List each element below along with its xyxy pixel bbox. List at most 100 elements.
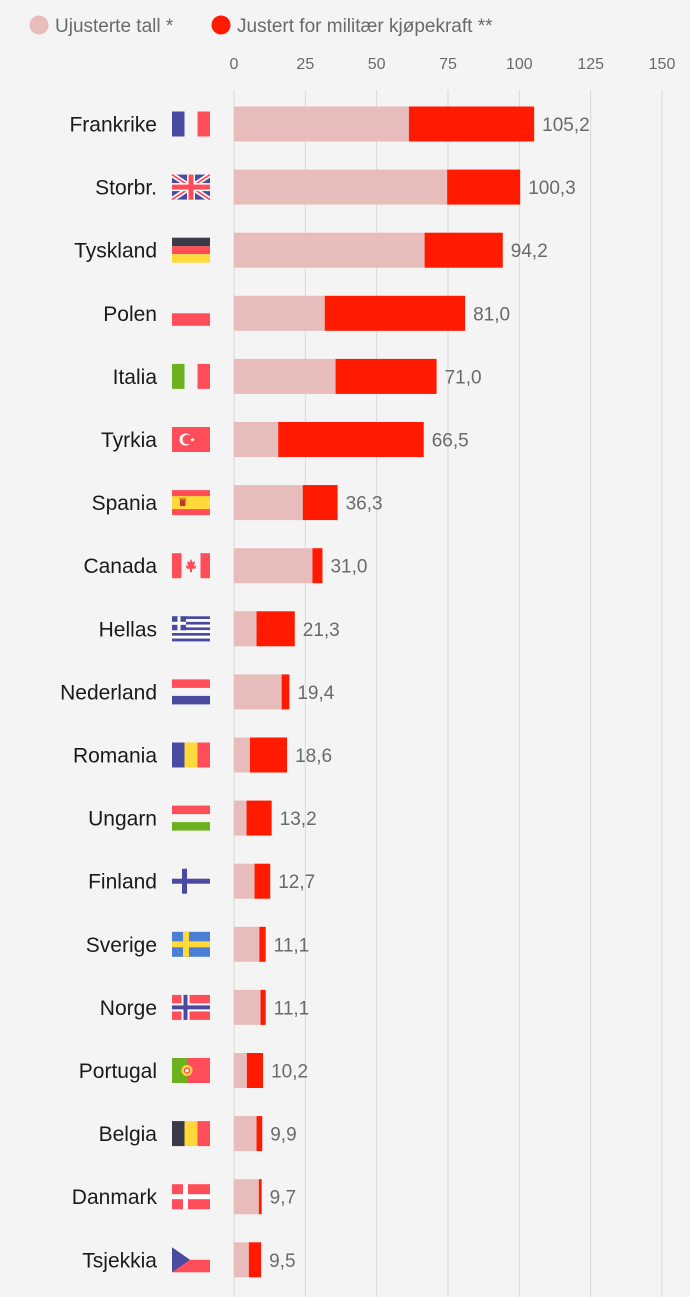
value-label: 13,2: [280, 809, 317, 830]
bar-unadjusted: [234, 1116, 257, 1152]
x-tick-label: 0: [230, 56, 239, 73]
country-label: Norge: [100, 997, 157, 1020]
bar-adjusted: [447, 169, 521, 205]
legend-swatch-adjusted: [211, 15, 231, 35]
bar-unadjusted: [234, 863, 255, 899]
flag-france-icon: [172, 111, 210, 137]
legend-label-adjusted: Justert for militær kjøpekraft **: [237, 16, 493, 37]
flag-greece-icon: [172, 616, 210, 642]
bar-unadjusted: [234, 169, 448, 205]
bar-row: Romania 18,6: [73, 737, 332, 773]
bar-unadjusted: [234, 358, 336, 394]
flag-turkey-icon: [172, 427, 210, 452]
bar-adjusted: [278, 422, 424, 457]
bar-adjusted: [324, 295, 466, 331]
value-label: 18,6: [295, 746, 332, 767]
bar-adjusted: [281, 674, 290, 710]
bar-adjusted: [254, 863, 271, 899]
bar-adjusted: [335, 358, 437, 394]
bar-adjusted: [424, 232, 503, 268]
country-label: Belgia: [99, 1123, 158, 1146]
bar-unadjusted: [234, 926, 260, 962]
bar-row: Ungarn 13,2: [88, 800, 317, 836]
legend-label-unadjusted: Ujusterte tall *: [55, 16, 174, 37]
country-label: Hellas: [99, 618, 157, 641]
country-label: Romania: [73, 745, 157, 768]
country-label: Nederland: [60, 681, 157, 704]
value-label: 9,9: [270, 1125, 296, 1146]
value-label: 9,7: [270, 1188, 296, 1209]
flag-poland-icon: [172, 313, 210, 326]
bar-unadjusted: [234, 737, 250, 773]
bar-unadjusted: [234, 611, 257, 647]
flag-finland-icon: [172, 868, 210, 894]
country-label: Tyrkia: [101, 429, 157, 452]
bar-row: Polen 81,0: [103, 295, 510, 331]
value-label: 19,4: [297, 683, 334, 704]
flag-czechia-icon: [172, 1247, 210, 1273]
value-label: 66,5: [432, 431, 469, 452]
x-tick-label: 125: [577, 56, 604, 73]
flag-spain-icon: [172, 490, 210, 516]
bar-adjusted: [408, 106, 535, 142]
bar-adjusted: [246, 1053, 264, 1088]
value-label: 10,2: [271, 1062, 308, 1083]
bar-row: Tyskland 94,2: [74, 232, 548, 268]
country-label: Tsjekkia: [82, 1249, 157, 1272]
flag-portugal-icon: [172, 1058, 210, 1083]
bar-row: Storbr. 100,3: [95, 169, 576, 205]
value-label: 36,3: [346, 494, 383, 515]
country-label: Italia: [113, 366, 158, 389]
x-tick-label: 50: [368, 56, 386, 73]
country-label: Finland: [88, 871, 157, 894]
bar-row: Belgia 9,9: [99, 1116, 297, 1152]
x-axis-ticks: 0 25 50 75 100 125 150: [230, 56, 676, 73]
x-tick-label: 100: [506, 56, 533, 73]
bar-unadjusted: [234, 106, 409, 142]
legend-swatch-unadjusted: [29, 15, 49, 35]
bar-row: Italia 71,0: [113, 358, 482, 394]
bar-row: Frankrike 105,2: [69, 106, 590, 142]
bar-adjusted: [256, 1116, 263, 1152]
bar-row: Canada 31,0: [83, 548, 367, 584]
value-label: 12,7: [278, 872, 315, 893]
bar-row: Nederland 19,4: [60, 674, 335, 710]
bar-row: Portugal 10,2: [79, 1053, 308, 1088]
value-label: 11,1: [274, 998, 310, 1019]
bar-row: Norge 11,1: [100, 989, 310, 1025]
value-label: 9,5: [269, 1251, 295, 1272]
bar-unadjusted: [234, 674, 282, 710]
country-label: Frankrike: [69, 114, 157, 137]
bar-unadjusted: [234, 1053, 247, 1088]
x-tick-label: 25: [296, 56, 314, 73]
bar-unadjusted: [234, 295, 325, 331]
bar-adjusted: [256, 611, 295, 647]
flag-romania-icon: [172, 742, 210, 768]
country-label: Tyskland: [74, 240, 157, 263]
bar-adjusted: [259, 926, 266, 962]
flag-italy-icon: [172, 363, 210, 389]
bar-row: Danmark 9,7: [72, 1179, 296, 1215]
value-label: 105,2: [542, 115, 590, 136]
bar-unadjusted: [234, 800, 247, 836]
country-label: Danmark: [72, 1186, 158, 1209]
bar-unadjusted: [234, 1179, 259, 1215]
bar-row: Tyrkia 66,5: [101, 422, 469, 457]
bar-row: Tsjekkia 9,5: [82, 1242, 296, 1278]
bar-adjusted: [258, 1179, 262, 1215]
x-tick-label: 150: [649, 56, 676, 73]
country-label: Storbr.: [95, 177, 157, 200]
country-label: Ungarn: [88, 808, 157, 831]
bar-row: Finland 12,7: [88, 863, 315, 899]
bar-row: Hellas 21,3: [99, 611, 340, 647]
flag-denmark-icon: [172, 1184, 210, 1210]
bar-adjusted: [302, 485, 338, 521]
country-label: Canada: [83, 555, 157, 578]
flag-hungary-icon: [172, 805, 210, 831]
country-label: Sverige: [86, 934, 157, 957]
value-label: 94,2: [511, 241, 548, 262]
value-label: 11,1: [274, 935, 310, 956]
value-label: 100,3: [528, 178, 576, 199]
bar-adjusted: [246, 800, 272, 836]
